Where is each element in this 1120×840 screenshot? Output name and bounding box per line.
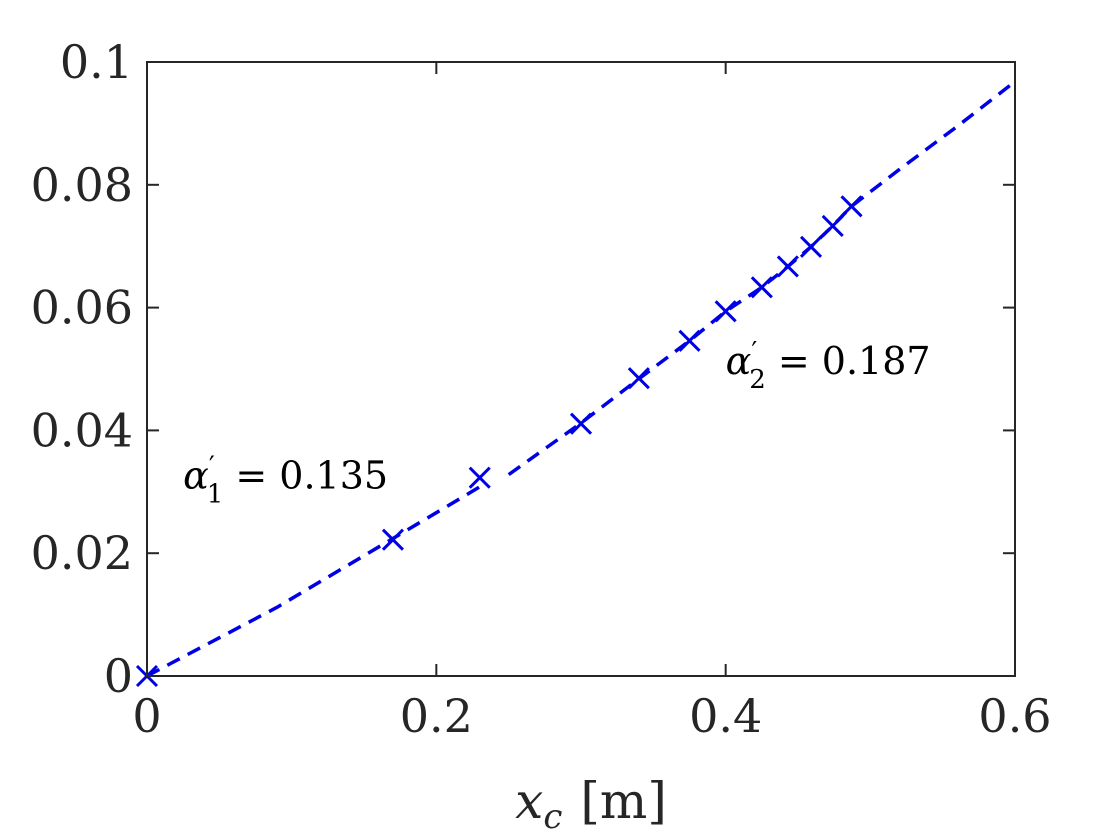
marker-stroke bbox=[678, 329, 701, 352]
data-point bbox=[569, 412, 593, 435]
marker-stroke bbox=[627, 367, 650, 390]
fit-line-2 bbox=[507, 80, 1017, 477]
data-point bbox=[714, 300, 737, 323]
x-axis-label: xc [m] bbox=[515, 772, 667, 837]
annotation-alpha-2: α′ 2 = 0.187 bbox=[726, 337, 931, 395]
x-tick-labels: 0 0.2 0.4 0.6 bbox=[132, 689, 1051, 743]
data-point bbox=[750, 276, 773, 299]
x-axis-label-var: x bbox=[515, 772, 543, 830]
y-tick-label: 0.08 bbox=[31, 158, 133, 212]
marker-stroke bbox=[750, 276, 773, 299]
annotation-alpha-2-symbol: α bbox=[726, 339, 752, 383]
axis-ticks bbox=[146, 61, 1016, 677]
x-axis-label-sub: c bbox=[543, 797, 562, 837]
y-tick-label: 0 bbox=[104, 649, 133, 703]
annotation-alpha-1-value: = 0.135 bbox=[223, 454, 388, 498]
marker-stroke bbox=[714, 300, 737, 323]
data-point bbox=[840, 195, 863, 218]
marker-stroke bbox=[776, 255, 799, 278]
y-tick-labels: 0 0.02 0.04 0.06 0.08 0.1 bbox=[31, 35, 133, 703]
annotation-alpha-2-value: = 0.187 bbox=[766, 339, 931, 383]
marker-stroke bbox=[799, 235, 823, 258]
annotation-alpha-1: α′ 1 = 0.135 bbox=[183, 452, 388, 510]
x-tick-label: 0.6 bbox=[978, 689, 1051, 743]
annotation-alpha-1-sub: 1 bbox=[207, 480, 224, 510]
marker-stroke bbox=[381, 528, 404, 551]
y-tick-label: 0.1 bbox=[60, 35, 133, 89]
fit-line-1 bbox=[146, 485, 481, 678]
y-tick-label: 0.04 bbox=[31, 403, 133, 457]
data-point bbox=[799, 235, 823, 258]
marker-stroke bbox=[840, 195, 863, 218]
data-point bbox=[678, 329, 701, 352]
x-tick-label: 0.4 bbox=[689, 689, 762, 743]
annotation-alpha-2-sub: 2 bbox=[749, 365, 766, 395]
data-point bbox=[381, 528, 404, 551]
data-markers bbox=[135, 195, 863, 688]
x-tick-label: 0.2 bbox=[400, 689, 473, 743]
y-tick-label: 0.06 bbox=[31, 281, 133, 335]
annotation-alpha-1-symbol: α bbox=[183, 454, 209, 498]
annotation-alpha-2-prime: ′ bbox=[751, 337, 757, 367]
x-axis-label-unit: [m] bbox=[580, 772, 666, 830]
marker-stroke bbox=[821, 214, 844, 237]
marker-stroke bbox=[468, 466, 491, 489]
y-tick-label: 0.02 bbox=[31, 526, 133, 580]
x-tick-label: 0 bbox=[132, 689, 161, 743]
data-point bbox=[821, 214, 844, 237]
data-point bbox=[627, 367, 650, 390]
marker-stroke bbox=[569, 412, 593, 435]
plot-area-frame bbox=[146, 61, 1016, 677]
data-point bbox=[468, 466, 491, 489]
annotation-alpha-1-prime: ′ bbox=[209, 452, 215, 482]
data-point bbox=[776, 255, 799, 278]
